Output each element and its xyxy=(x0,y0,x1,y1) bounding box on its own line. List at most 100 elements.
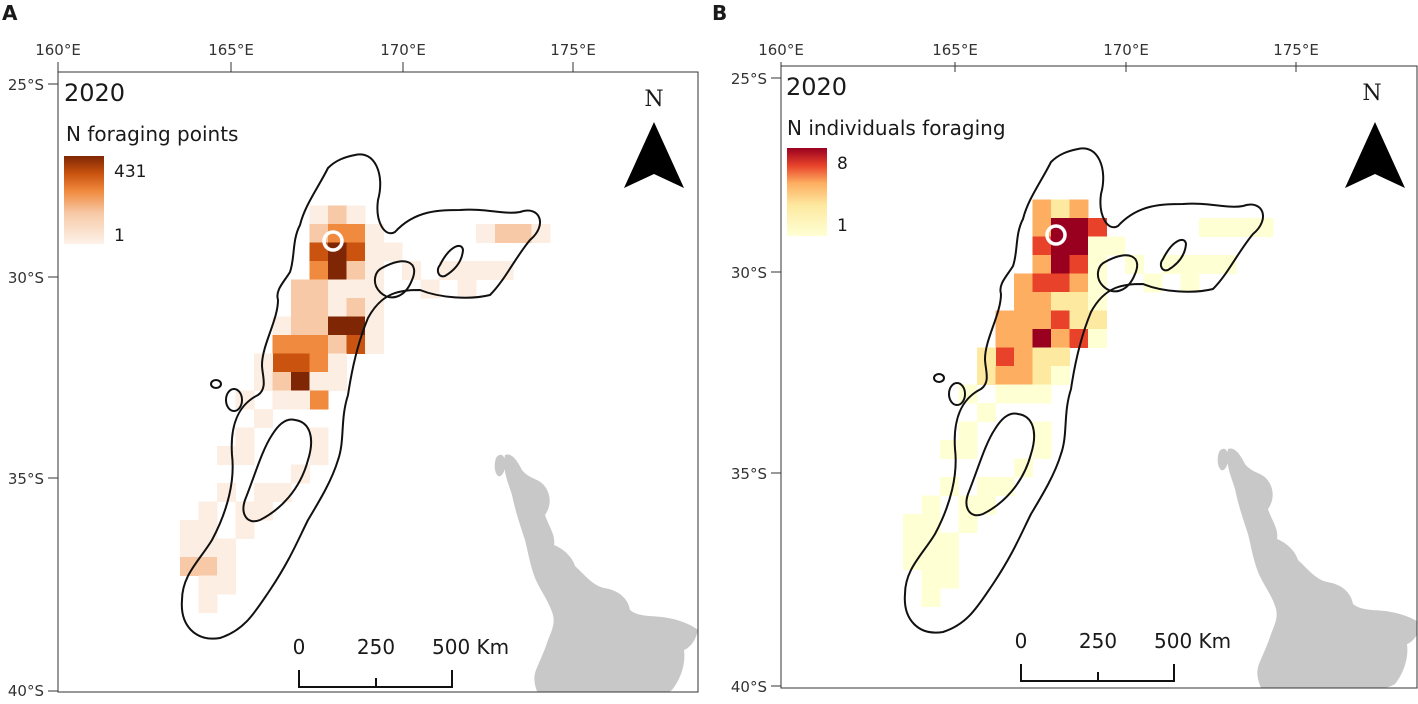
grid-cell xyxy=(1088,218,1107,237)
grid-cell xyxy=(217,538,236,558)
grid-cell xyxy=(1032,366,1052,385)
grid-cell xyxy=(995,347,1015,367)
legend-colorbar xyxy=(787,148,827,236)
grid-cell xyxy=(1014,347,1033,367)
colony-marker xyxy=(1045,224,1067,246)
grid-cell xyxy=(977,347,996,367)
grid-cell xyxy=(1199,255,1218,274)
grid-cell xyxy=(921,588,941,607)
grid-cell xyxy=(309,446,329,465)
grid-cell xyxy=(1051,366,1070,385)
grid-cell xyxy=(328,353,347,373)
grid-cell xyxy=(291,353,310,373)
grid-cell xyxy=(513,224,532,243)
lon-ticks: 160°E 165°E 170°E 175°E xyxy=(758,41,1319,72)
grid-cell xyxy=(531,224,551,243)
grid-cell xyxy=(958,495,978,515)
map-border xyxy=(780,65,1418,689)
grid-cell xyxy=(1051,310,1070,330)
grid-cell xyxy=(309,353,329,373)
panel-b: B 160°E 165°E 170°E 175°E 25°S 30°S 35°S… xyxy=(712,1,1418,696)
grid-cell xyxy=(1106,236,1126,256)
panel-a: A 160°E 165°E 170°E 175°E 25°S 30°S 35°S… xyxy=(2,1,699,700)
grid-cell xyxy=(1199,218,1218,237)
grid-cell xyxy=(1051,255,1070,274)
lon-tick-label: 165°E xyxy=(208,41,254,59)
grid-cell xyxy=(346,205,366,225)
grid-cell xyxy=(958,440,978,459)
grid-cell xyxy=(309,242,329,262)
grid-cell xyxy=(903,514,922,533)
grid-cell xyxy=(272,483,292,502)
grid-cell xyxy=(940,569,959,589)
grid-cell xyxy=(1032,329,1052,348)
grid-cell xyxy=(1069,255,1089,274)
grid-cell xyxy=(291,372,310,391)
grid-cell xyxy=(977,477,996,496)
lat-ticks: 25°S 30°S 35°S 40°S xyxy=(731,70,781,696)
grid-cell xyxy=(1069,310,1089,330)
grid-cell xyxy=(995,384,1015,404)
grid-cell xyxy=(1180,273,1200,293)
grid-cell xyxy=(1088,310,1107,330)
grid-cell xyxy=(1032,199,1052,219)
grid-cell xyxy=(180,557,199,576)
grid-cell xyxy=(1254,218,1274,237)
grid-cell xyxy=(1051,292,1070,311)
legend-min: 1 xyxy=(114,226,125,246)
grid-cell xyxy=(1051,236,1070,256)
lon-tick-label: 170°E xyxy=(380,41,426,59)
grid-cell xyxy=(291,298,310,317)
grid-cell xyxy=(309,316,329,336)
grid-cell xyxy=(921,569,941,589)
grid-cell xyxy=(365,242,384,262)
grid-cell xyxy=(198,557,218,576)
grid-cell xyxy=(346,261,366,280)
grid-cell xyxy=(217,483,236,502)
grid-cell xyxy=(494,261,514,280)
grid-cell xyxy=(365,224,384,243)
grid-cell xyxy=(1217,255,1237,274)
panel-letter: A xyxy=(2,1,18,25)
grid-cell xyxy=(1014,384,1033,404)
kde-contour xyxy=(180,153,542,640)
north-label: N xyxy=(644,87,663,112)
grid-cell xyxy=(1014,329,1033,348)
legend-title: N individuals foraging xyxy=(787,116,1006,140)
grid-cell xyxy=(291,390,310,410)
lon-ticks: 160°E 165°E 170°E 175°E xyxy=(35,41,596,72)
grid-cell xyxy=(272,372,292,391)
scale-label: 250 xyxy=(1079,629,1117,653)
grid-cell xyxy=(1088,273,1107,293)
lat-tick-label: 35°S xyxy=(731,465,767,483)
legend-max: 431 xyxy=(114,162,146,182)
grid-cell xyxy=(1014,310,1033,330)
grid-cell xyxy=(1088,236,1107,256)
scale-bar: 0 250 500 Km xyxy=(293,635,509,688)
grid-cell xyxy=(921,514,941,533)
grid-cell xyxy=(254,483,273,502)
grid-cell xyxy=(1014,366,1033,385)
grid-cell xyxy=(940,532,959,552)
grid-cell xyxy=(365,261,384,280)
grid-cell xyxy=(291,316,310,336)
legend-min: 1 xyxy=(837,216,848,236)
scale-bar: 0 250 500 Km xyxy=(1015,629,1231,682)
grid-cell xyxy=(254,353,273,373)
grid-cell xyxy=(958,421,978,441)
grid-cell xyxy=(309,205,329,225)
grid-cell xyxy=(1032,236,1052,256)
grid-cell xyxy=(1088,329,1107,348)
grid-cell xyxy=(439,261,458,280)
grid-cell xyxy=(1162,255,1181,274)
grid-cell xyxy=(476,224,495,243)
grid-cell xyxy=(1032,384,1052,404)
grid-cell xyxy=(180,538,199,558)
grid-cell xyxy=(476,261,495,280)
density-grid xyxy=(903,199,1274,607)
grid-cell xyxy=(921,495,941,515)
grid-cell xyxy=(1032,255,1052,274)
grid-cell xyxy=(1032,292,1052,311)
grid-cell xyxy=(346,316,366,336)
grid-cell xyxy=(940,551,959,570)
